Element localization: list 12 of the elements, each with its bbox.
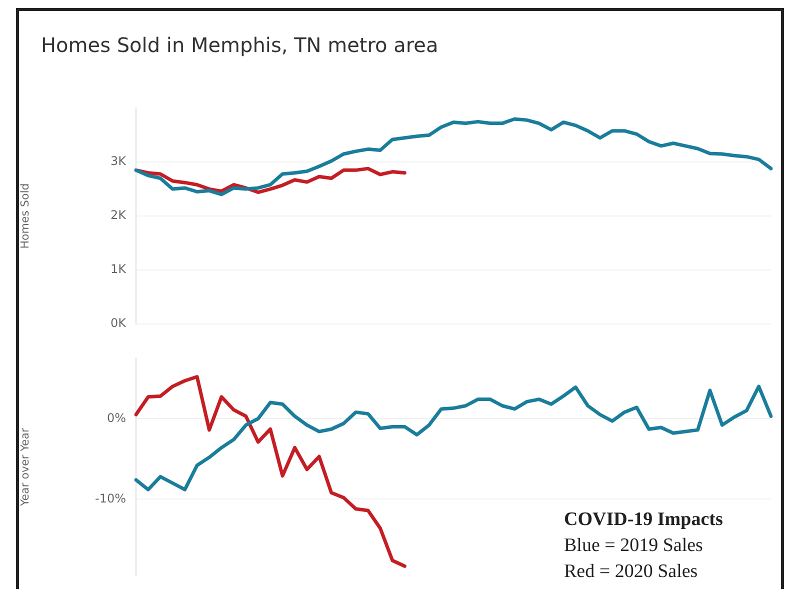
y-tick-label: 2K <box>110 208 128 222</box>
y-tick-label: 3K <box>110 154 128 168</box>
y-axis-title: Homes Sold <box>18 183 32 249</box>
y-tick-label: -10% <box>94 491 126 506</box>
annotation: Red = 2020 Sales <box>564 560 699 584</box>
chart-title: Homes Sold in Memphis, TN metro area <box>41 33 440 57</box>
y-axis-title: Year over Year <box>18 427 32 508</box>
y-tick-label: 0K <box>110 316 128 330</box>
y-tick-label: 1K <box>110 262 128 276</box>
annotation: Blue = 2019 Sales <box>564 534 704 558</box>
y-tick-label: 0% <box>106 410 126 425</box>
annotation: COVID-19 Impacts <box>564 508 723 532</box>
